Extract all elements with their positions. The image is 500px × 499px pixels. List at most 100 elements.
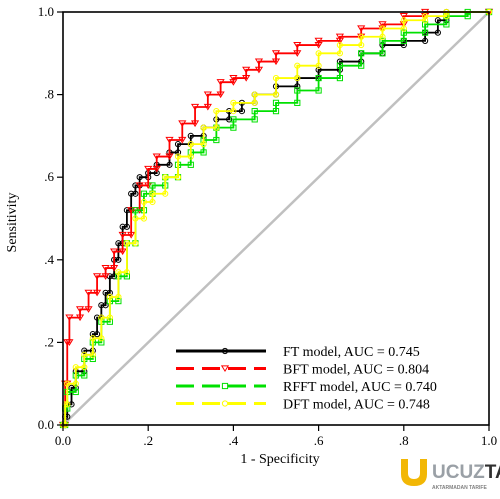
series-point-square (230, 124, 237, 131)
series-point-circle (98, 314, 105, 321)
series-point-circle (315, 50, 322, 57)
y-tick-label: .6 (44, 169, 54, 184)
series-point-triangle (203, 91, 212, 99)
series-point-triangle (216, 91, 225, 99)
y-tick-label: .4 (44, 252, 54, 267)
series-point-circle (123, 269, 131, 276)
series-point-circle (213, 124, 220, 131)
series-point-triangle (65, 339, 74, 346)
series-point-circle (422, 17, 429, 24)
series-point-circle (200, 141, 207, 148)
series-point-circle (106, 314, 113, 321)
series-point-circle (149, 190, 156, 197)
series-point-circle (81, 347, 88, 354)
series-point-circle (132, 190, 139, 197)
series-point-circle (98, 302, 105, 309)
series-point-triangle (165, 153, 174, 161)
x-tick-label: .4 (229, 433, 239, 448)
series-point-square (422, 21, 429, 28)
series-point-triangle (84, 306, 93, 313)
series-point-circle (379, 25, 386, 32)
series-point-circle (89, 335, 96, 342)
series-point-circle (115, 256, 122, 263)
series-point-circle (132, 215, 139, 222)
series-point-circle (72, 380, 79, 387)
series-point-circle (64, 380, 71, 387)
series-point-circle (400, 17, 407, 24)
series-point-triangle (178, 136, 187, 144)
plot-frame (62, 11, 490, 426)
series-point-triangle (144, 165, 153, 173)
series-point-triangle (190, 120, 200, 128)
series-point-square (140, 190, 148, 197)
series-point-square (272, 108, 280, 115)
series-point-circle (294, 83, 301, 90)
series-point-circle (336, 58, 343, 65)
series-point-square (336, 74, 343, 82)
series-point-square (230, 116, 237, 123)
series-point-square (213, 136, 220, 144)
series-point-triangle (335, 37, 344, 45)
series-point-circle (200, 124, 207, 131)
series-point-circle (128, 190, 135, 197)
series-point-circle (119, 223, 126, 230)
series-point-circle (149, 198, 156, 206)
series-point-circle (187, 132, 194, 139)
series-point-circle (89, 351, 96, 358)
series-point-square (379, 50, 386, 57)
series-point-circle (238, 108, 246, 115)
legend-marker (220, 365, 230, 373)
x-tick-label: .8 (399, 433, 409, 448)
legend-label: FT model, AUC = 0.745 (283, 345, 420, 360)
series-point-circle (115, 293, 122, 301)
series-point-triangle (399, 13, 408, 20)
series-point-circle (358, 33, 365, 40)
series-point-triangle (65, 314, 74, 322)
legend-label: BFT model, AUC = 0.804 (283, 363, 429, 378)
series-point-circle (174, 141, 182, 148)
series-point-circle (136, 174, 143, 181)
x-tick-label: 1.0 (481, 433, 497, 448)
series-point-circle (115, 269, 122, 276)
x-tick-label: 0.0 (55, 433, 71, 448)
series-point-triangle (293, 50, 302, 57)
series-point-circle (294, 74, 301, 82)
series-point-circle (106, 289, 113, 296)
series-point-square (400, 37, 407, 45)
series-point-triangle (216, 79, 225, 86)
x-axis-ticks: 0.0 .2 .4 .6 .8 1.0 (55, 425, 497, 448)
series-point-circle (213, 108, 220, 115)
series-point-circle (226, 116, 233, 123)
series-point-circle (68, 401, 75, 408)
series-point-triangle (75, 306, 85, 313)
series-point-circle (106, 293, 113, 301)
series-point-square (89, 355, 96, 363)
series-point-square (251, 116, 258, 123)
legend-label: DFT model, AUC = 0.748 (283, 398, 430, 413)
series-point-triangle (242, 74, 251, 82)
series-point-triangle (293, 41, 302, 49)
series-point-circle (140, 198, 148, 206)
series-point-square (400, 29, 407, 36)
series-point-circle (400, 41, 407, 49)
series-point-square (315, 87, 322, 94)
series-point-circle (93, 331, 101, 338)
series-point-circle (272, 91, 280, 98)
series-line (63, 11, 489, 426)
series-point-square (106, 318, 113, 325)
series-point-square (98, 339, 105, 346)
series-point-triangle (378, 21, 387, 28)
y-tick-label: 1.0 (38, 4, 54, 19)
series-point-triangle (357, 25, 366, 33)
reference-diagonal-line (62, 11, 490, 426)
series-point-circle (153, 169, 160, 177)
logo-wordmark: UCUZTAP (432, 462, 500, 483)
series-point-triangle (118, 231, 127, 239)
series-point-circle (93, 314, 101, 321)
series-point-circle (166, 161, 173, 168)
series-point-circle (111, 273, 118, 280)
series-point-circle (89, 331, 96, 338)
series-point-triangle (92, 273, 102, 280)
y-tick-label: .2 (44, 334, 54, 349)
